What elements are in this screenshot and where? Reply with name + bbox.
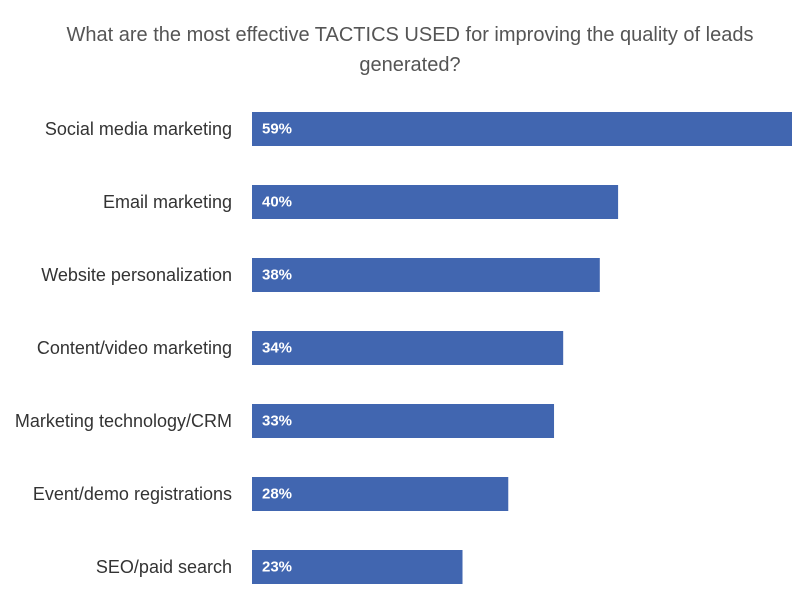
bar	[252, 258, 600, 292]
value-label: 38%	[262, 267, 292, 284]
bar	[252, 112, 792, 146]
category-label: SEO/paid search	[96, 557, 232, 577]
bar-group: Email marketing 40%	[103, 185, 619, 219]
category-label: Content/video marketing	[37, 338, 232, 358]
category-label: Marketing technology/CRM	[15, 411, 232, 431]
chart-title: What are the most effective TACTICS USED…	[66, 24, 754, 76]
bar	[252, 550, 463, 584]
category-label: Email marketing	[103, 192, 232, 212]
bar	[252, 185, 619, 219]
bar	[252, 477, 509, 511]
category-label: Social media marketing	[45, 119, 232, 139]
bar-group: SEO/paid search 23%	[96, 550, 463, 584]
bar-group: Marketing technology/CRM 33%	[15, 404, 555, 438]
value-label: 28%	[262, 486, 292, 503]
value-label: 33%	[262, 413, 292, 430]
category-label: Event/demo registrations	[33, 484, 232, 504]
bar-group: Website personalization 38%	[41, 258, 600, 292]
category-label: Website personalization	[41, 265, 232, 285]
bar	[252, 331, 564, 365]
bar-group: Content/video marketing 34%	[37, 331, 564, 365]
bar-group: Event/demo registrations 28%	[33, 477, 509, 511]
bar	[252, 404, 555, 438]
value-label: 34%	[262, 340, 292, 357]
bar-group: Social media marketing 59%	[45, 112, 792, 146]
value-label: 40%	[262, 194, 292, 211]
value-label: 59%	[262, 121, 292, 138]
value-label: 23%	[262, 559, 292, 576]
